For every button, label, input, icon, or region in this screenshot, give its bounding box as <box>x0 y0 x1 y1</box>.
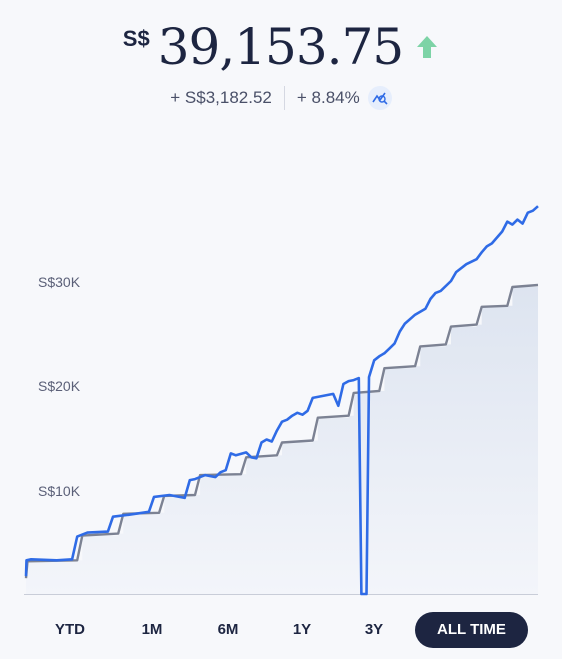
currency-symbol: S$ <box>122 26 150 51</box>
portfolio-header: S$ 39,153.75 + S$3,182.52 + 8.84% <box>0 0 562 120</box>
arrow-up-icon <box>415 34 439 65</box>
range-6m-button[interactable]: 6M <box>217 621 239 638</box>
change-row: + S$3,182.52 + 8.84% <box>0 86 562 110</box>
y-tick-label: S$20K <box>38 378 81 394</box>
range-all-time-button[interactable]: ALL TIME <box>415 612 528 648</box>
range-1y-button[interactable]: 1Y <box>292 621 312 638</box>
chart-svg <box>24 205 539 596</box>
range-3y-button[interactable]: 3Y <box>364 621 384 638</box>
compare-chart-icon[interactable] <box>367 86 392 110</box>
time-range-selector: YTD 1M 6M 1Y 3Y ALL TIME <box>0 612 562 652</box>
range-ytd-button[interactable]: YTD <box>55 621 85 638</box>
change-percent: + 8.84% <box>296 88 360 107</box>
portfolio-series-line <box>24 205 539 596</box>
change-amount: + S$3,182.52 <box>170 88 272 107</box>
y-tick-label: S$30K <box>38 274 81 290</box>
divider <box>283 86 285 110</box>
portfolio-value: 39,153.75 <box>157 18 404 76</box>
range-1m-button[interactable]: 1M <box>141 621 163 638</box>
performance-chart[interactable]: S$30K S$20K S$10K <box>0 120 562 600</box>
y-tick-label: S$10K <box>38 483 81 499</box>
benchmark-series-line <box>24 283 539 579</box>
portfolio-value-row: S$ 39,153.75 <box>0 18 562 76</box>
benchmark-area <box>26 284 538 594</box>
